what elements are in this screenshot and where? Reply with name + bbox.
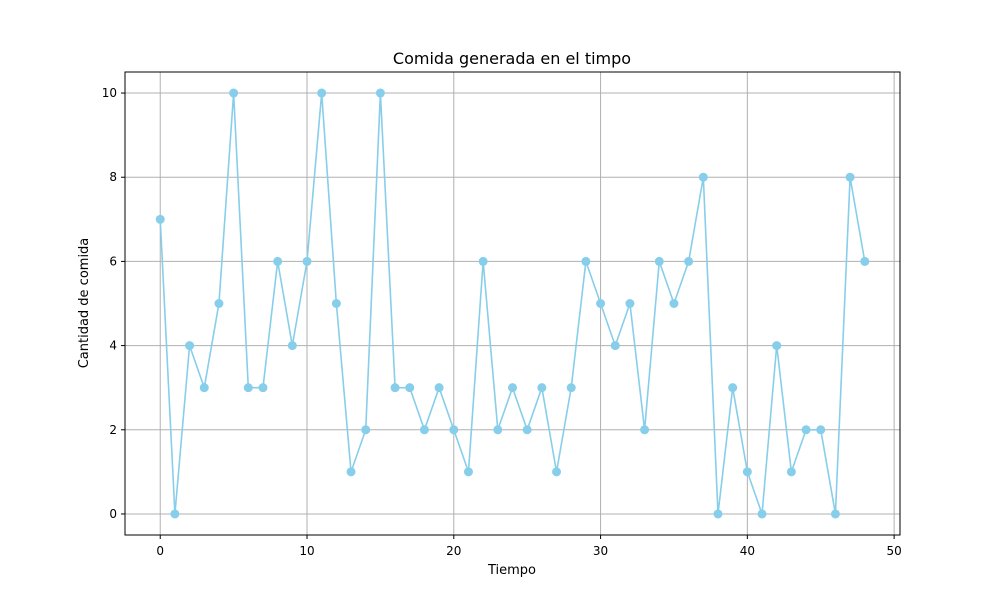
- data-point: [390, 383, 400, 393]
- data-point: [258, 383, 268, 393]
- data-point: [331, 299, 341, 308]
- data-series: [155, 88, 870, 519]
- y-axis-label: Cantidad de comida: [77, 238, 92, 369]
- data-point: [508, 383, 517, 393]
- data-point: [478, 256, 488, 266]
- data-point: [654, 256, 664, 266]
- x-axis-label: Tiempo: [487, 563, 536, 578]
- x-tick-label: 20: [446, 544, 461, 558]
- data-point: [185, 341, 195, 351]
- chart-title: Comida generada en el timpo: [393, 49, 631, 68]
- data-point: [625, 299, 635, 308]
- y-tick-label: 2: [109, 423, 117, 437]
- data-point: [552, 467, 562, 477]
- data-point: [640, 425, 650, 435]
- data-point: [684, 256, 694, 266]
- x-tick-label: 10: [299, 544, 314, 558]
- data-point: [463, 467, 473, 477]
- grid-lines: [125, 72, 900, 535]
- data-point: [317, 88, 327, 98]
- data-point: [713, 509, 723, 519]
- data-point: [229, 88, 239, 98]
- data-point: [772, 341, 782, 351]
- data-point: [537, 383, 547, 393]
- data-point: [405, 383, 415, 393]
- y-tick-label: 10: [102, 86, 117, 100]
- data-point: [669, 299, 679, 308]
- data-point: [243, 383, 253, 393]
- data-point: [581, 256, 591, 266]
- data-point: [610, 341, 620, 351]
- data-point: [199, 383, 209, 393]
- data-point: [449, 425, 459, 435]
- y-tick-label: 4: [109, 339, 117, 353]
- data-point: [816, 425, 826, 435]
- x-tick-label: 50: [886, 544, 901, 558]
- data-point: [302, 256, 312, 266]
- data-point: [596, 299, 606, 308]
- data-point: [361, 425, 371, 435]
- data-point: [375, 88, 385, 98]
- data-point: [860, 256, 870, 266]
- x-tick-label: 40: [740, 544, 755, 558]
- data-point: [698, 172, 708, 182]
- data-point: [742, 467, 752, 477]
- data-point: [566, 383, 576, 393]
- data-point: [419, 425, 429, 435]
- data-point: [493, 425, 503, 435]
- y-tick-label: 0: [109, 507, 117, 521]
- x-axis-ticks: 0 10 20 30 40 50: [156, 535, 902, 558]
- data-point: [522, 425, 532, 435]
- data-point: [155, 214, 165, 224]
- data-point: [728, 383, 738, 393]
- data-point: [273, 256, 283, 266]
- x-tick-label: 0: [156, 544, 164, 558]
- y-tick-label: 6: [109, 254, 117, 268]
- data-point: [214, 299, 224, 308]
- x-tick-label: 30: [593, 544, 608, 558]
- data-point: [786, 467, 796, 477]
- data-point: [845, 172, 855, 182]
- plot-frame: [124, 71, 901, 536]
- y-tick-label: 8: [109, 170, 117, 184]
- y-axis-ticks: 0 2 4 6 8 10: [102, 86, 125, 521]
- data-point: [170, 509, 180, 519]
- data-point: [434, 383, 444, 393]
- data-point: [757, 509, 767, 519]
- data-point: [830, 509, 840, 519]
- data-point: [346, 467, 356, 477]
- data-point: [801, 425, 811, 435]
- data-point: [287, 341, 297, 351]
